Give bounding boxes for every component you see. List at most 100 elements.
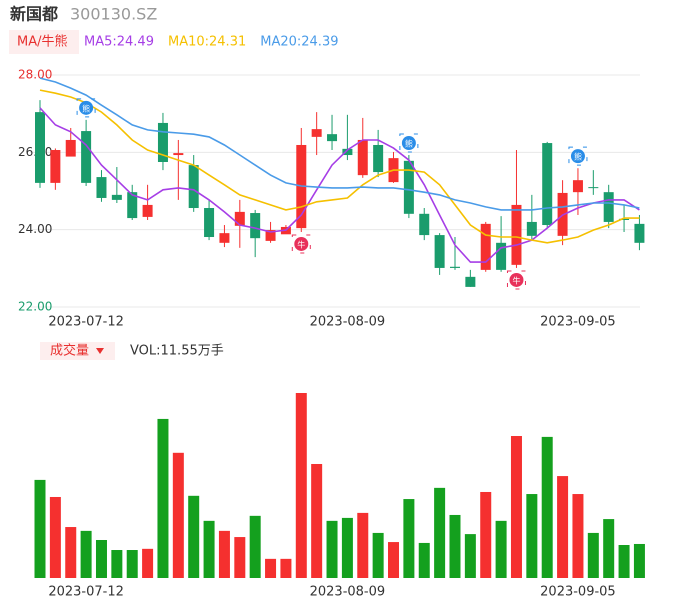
candle-body [142,204,153,217]
candle-body [111,194,122,200]
signal-frame [506,270,526,290]
volume-bar [449,514,461,578]
volume-bar [34,479,46,578]
candle-body [219,233,230,243]
signal-marker [294,236,309,251]
signal-label: 牛 [512,275,520,285]
volume-bar [295,393,307,578]
x-tick-label: 2023-08-09 [310,315,386,330]
x-tick-label: 2023-08-09 [310,585,386,600]
signal-label: 牛 [297,239,305,249]
volume-bar [372,532,384,578]
candle-body [96,177,107,198]
candle-body [403,160,414,214]
volume-bar [265,558,277,578]
candle-body [127,192,138,219]
volume-bar [249,515,261,578]
volume-bar [341,517,353,578]
volume-bar [326,520,338,578]
signal-marker [570,149,585,164]
signal-marker [509,272,524,287]
legend-entry: MA10:24.31 [168,35,246,50]
volume-bar [95,539,107,578]
x-tick-label: 2023-09-05 [540,585,616,600]
volume-bar [633,543,645,578]
indicator-button-bg[interactable] [9,30,79,54]
ma-line [39,89,640,244]
candle-body [449,266,460,268]
x-tick-label: 2023-09-05 [540,315,616,330]
stock-name: 新国都 [10,5,58,24]
volume-button[interactable]: 成交量 [50,343,89,359]
volume-bar [526,494,538,578]
signal-marker [79,100,94,115]
volume-bar [142,548,154,578]
volume-bar [49,496,61,578]
indicator-button[interactable]: MA/牛熊 [17,34,68,50]
candle-body [173,153,184,156]
candle-body [35,112,45,183]
signal-frame [76,98,96,118]
volume-bar [403,499,415,578]
volume-bar [218,530,230,578]
candle-body [157,122,168,162]
candle-body [265,230,276,241]
candle-body [480,223,491,270]
volume-bar [80,530,92,578]
volume-bar [587,532,599,578]
volume-bar [557,476,569,578]
candle-body [496,242,507,270]
y-tick-label: 28.00 [18,68,52,82]
volume-bar [172,452,184,578]
candle-body [465,276,476,287]
volume-bar [434,487,446,578]
candle-body [588,187,599,189]
ma-line [39,77,640,211]
volume-bar [311,463,323,578]
volume-bar [357,512,369,578]
x-tick-label: 2023-07-12 [48,315,124,330]
volume-bar [510,436,522,578]
candle-body [619,218,630,220]
signal-frame [291,234,311,254]
signal-frame [399,133,419,153]
volume-bar [157,418,169,578]
volume-bar [388,542,400,578]
volume-bar [234,537,246,578]
volume-bar [603,519,615,578]
candle-body [434,235,445,268]
candle-body [572,180,583,193]
signal-label: 熊 [574,152,582,162]
volume-bar [111,550,123,578]
volume-bar [126,550,138,578]
candle-body [603,192,614,222]
volume-label: VOL:11.55万手 [130,344,224,359]
signal-label: 熊 [82,103,90,113]
volume-bar [188,495,200,578]
volume-button-bg[interactable] [40,342,115,360]
stock-code: 300130.SZ [70,5,157,24]
candle-body [634,223,645,243]
candle-body [234,211,245,226]
candle-body [65,139,76,157]
volume-bar [572,494,584,578]
candle-body [526,221,537,236]
candle-body [511,204,522,265]
y-tick-label: 24.00 [18,222,52,236]
candle-body [204,208,215,238]
y-tick-label: 22.00 [18,300,52,314]
candle-body [81,131,92,183]
volume-bar [495,520,507,578]
volume-bar [480,491,492,578]
signal-label: 熊 [405,139,413,149]
candle-body [373,144,384,173]
x-tick-label: 2023-07-12 [48,585,124,600]
candle-body [342,148,353,156]
candle-body [188,165,199,209]
candle-body [357,139,368,176]
volume-bar [280,558,292,578]
volume-bar [203,520,215,578]
legend-entry: MA20:24.39 [260,35,338,50]
volume-bar [418,542,430,578]
